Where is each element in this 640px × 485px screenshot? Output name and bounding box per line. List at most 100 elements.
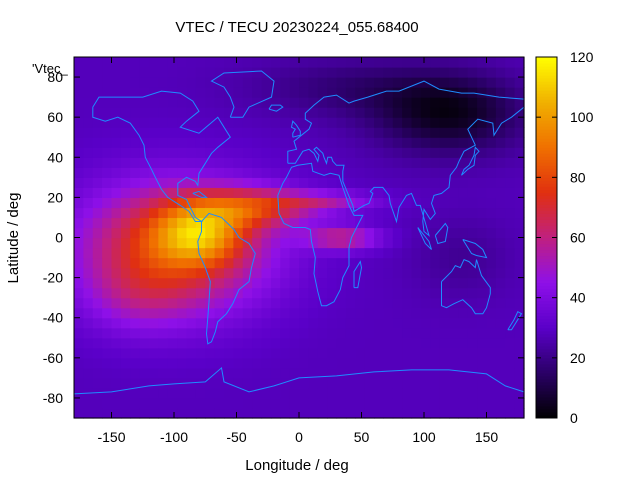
heatmap-cell [233,287,244,299]
heatmap-cell [224,297,234,309]
heatmap-cell [364,87,375,98]
heatmap-cell [102,397,113,409]
heatmap-cell [158,167,169,178]
heatmap-cell [167,157,178,168]
heatmap-cell [327,237,338,249]
heatmap-cell [477,307,488,319]
heatmap-cell [195,207,206,219]
heatmap-cell [214,297,225,309]
heatmap-cell [83,237,94,249]
heatmap-cell [289,277,300,289]
heatmap-cell [355,347,366,359]
heatmap-cell [92,277,103,289]
heatmap-cell [177,157,188,168]
heatmap-cell [420,337,431,349]
heatmap-cell [214,397,225,409]
heatmap-cell [430,317,441,329]
heatmap-cell [514,407,525,419]
colorbar-segment [536,138,557,142]
heatmap-cell [111,387,122,399]
heatmap-cell [495,217,506,229]
heatmap-cell [439,167,450,178]
heatmap-cell [505,157,516,168]
heatmap-cell [374,257,384,269]
heatmap-cell [92,207,103,219]
colorbar-segment [536,66,557,70]
heatmap-cell [177,367,188,379]
heatmap-cell [486,297,497,309]
heatmap-cell [514,127,525,138]
heatmap-cell [430,157,441,168]
heatmap-cell [355,317,366,329]
heatmap-cell [392,327,403,339]
heatmap-cell [186,217,197,229]
heatmap-cell [411,307,422,319]
heatmap-cell [261,397,272,409]
heatmap-cell [195,157,206,168]
heatmap-cell [299,157,309,168]
heatmap-cell [327,397,338,409]
heatmap-cell [177,197,188,209]
heatmap-cell [186,387,197,399]
heatmap-cell [205,307,216,319]
heatmap-cell [242,387,253,399]
heatmap-cell [467,307,478,319]
heatmap-cell [345,117,356,128]
heatmap-cell [195,337,206,349]
heatmap-cell [477,207,488,219]
heatmap-cell [92,217,103,229]
heatmap-cell [289,127,300,138]
heatmap-cell [74,117,84,128]
heatmap-cell [411,197,422,209]
heatmap-cell [430,237,441,249]
heatmap-cell [233,387,244,399]
heatmap-cell [411,337,422,349]
colorbar-segment [536,132,557,136]
heatmap-cell [467,287,478,299]
heatmap-cell [355,137,366,148]
heatmap-cell [167,187,178,198]
heatmap-cell [214,77,225,88]
heatmap-cell [308,217,319,229]
heatmap-cell [392,407,403,419]
heatmap-cell [477,87,488,98]
heatmap-cell [111,237,122,249]
heatmap-cell [420,407,431,419]
heatmap-cell [383,67,394,78]
heatmap-cell [420,107,431,118]
heatmap-cell [233,297,244,309]
heatmap-cell [280,167,291,178]
heatmap-cell [486,97,497,108]
heatmap-cell [167,307,178,319]
heatmap-cell [495,347,506,359]
heatmap-cell [102,377,113,389]
heatmap-cell [167,247,178,259]
heatmap-cell [467,297,478,309]
heatmap-cell [420,327,431,339]
heatmap-cell [374,217,384,229]
heatmap-cell [411,357,422,369]
heatmap-cell [120,247,131,259]
colorbar-segment [536,108,557,112]
heatmap-cell [402,177,413,188]
heatmap-cell [336,357,347,369]
heatmap-cell [252,187,263,198]
heatmap-cell [195,137,206,148]
colorbar-segment [536,369,557,374]
heatmap-cell [195,117,206,128]
heatmap-cell [411,317,422,329]
key-label: 'Vtec_ [32,61,68,76]
colorbar-segment [536,102,557,106]
heatmap-cell [439,117,450,128]
heatmap-cell [139,397,150,409]
heatmap-cell [92,397,103,409]
heatmap-cell [139,87,150,98]
heatmap-cell [449,77,459,88]
heatmap-cell [449,337,459,349]
heatmap-cell [111,367,122,379]
heatmap-cell [514,67,525,78]
heatmap-cell [270,327,281,339]
heatmap-cell [336,107,347,118]
heatmap-cell [186,157,197,168]
heatmap-cell [83,87,94,98]
